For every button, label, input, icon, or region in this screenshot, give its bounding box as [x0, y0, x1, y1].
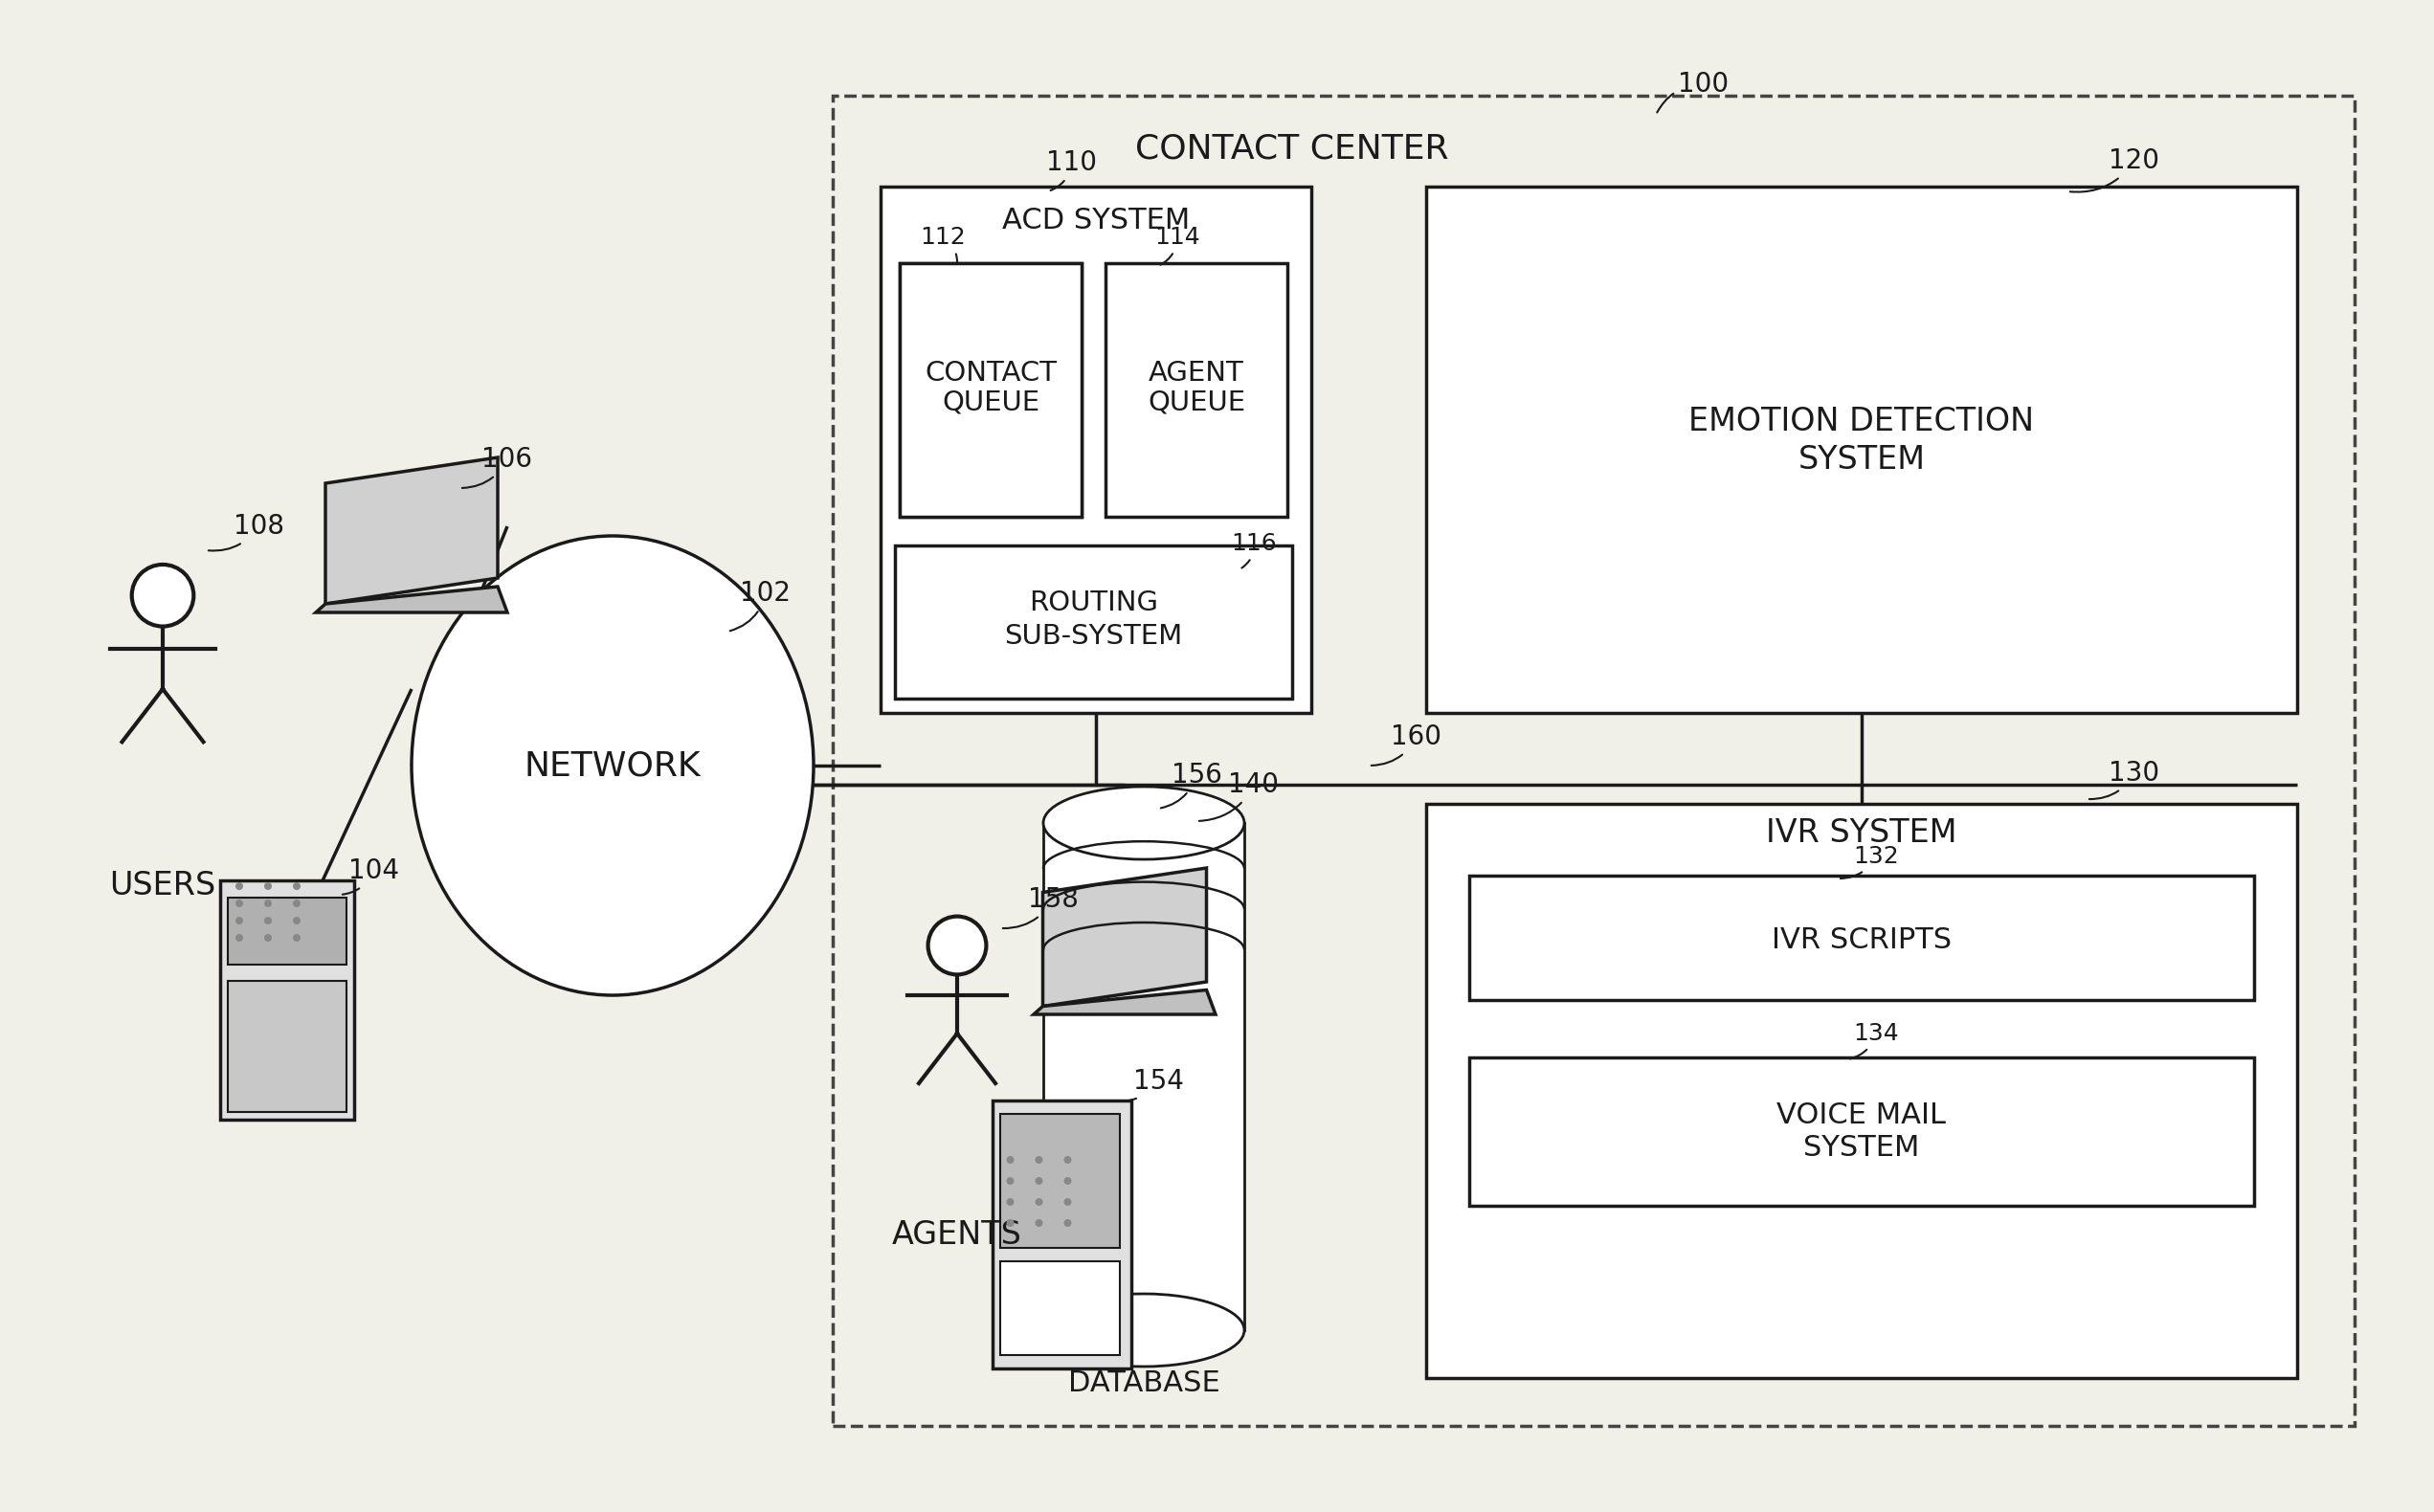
- Circle shape: [1064, 1157, 1071, 1164]
- Bar: [229, 980, 346, 1111]
- Bar: [896, 546, 1292, 699]
- Polygon shape: [316, 587, 506, 612]
- Text: USERS: USERS: [110, 869, 217, 901]
- Bar: [1110, 268, 1290, 520]
- Bar: [908, 271, 1090, 525]
- Circle shape: [927, 916, 986, 975]
- Bar: [1470, 1057, 2254, 1205]
- Circle shape: [1005, 1219, 1015, 1226]
- Circle shape: [265, 916, 273, 924]
- Circle shape: [1034, 1219, 1042, 1226]
- Bar: [832, 95, 2354, 1426]
- Circle shape: [1005, 1176, 1015, 1185]
- Text: IVR SYSTEM: IVR SYSTEM: [1767, 816, 1957, 848]
- Text: CONTACT: CONTACT: [925, 360, 1056, 387]
- Circle shape: [1034, 1157, 1042, 1164]
- Text: IVR SCRIPTS: IVR SCRIPTS: [1772, 925, 1952, 954]
- Text: 120: 120: [2069, 147, 2159, 192]
- Bar: [1470, 875, 2254, 999]
- Circle shape: [1064, 1176, 1071, 1185]
- Bar: [903, 268, 1086, 520]
- Bar: [901, 263, 1081, 517]
- Circle shape: [131, 564, 195, 626]
- Text: 132: 132: [1840, 845, 1899, 878]
- Circle shape: [292, 916, 299, 924]
- Bar: [1044, 823, 1244, 1331]
- Text: 140: 140: [1200, 771, 1280, 821]
- Circle shape: [292, 900, 299, 907]
- Polygon shape: [1034, 990, 1215, 1015]
- Bar: [1112, 271, 1295, 525]
- Bar: [1426, 804, 2298, 1377]
- Text: 108: 108: [209, 513, 285, 550]
- Text: CONTACT CENTER: CONTACT CENTER: [1134, 132, 1448, 165]
- Text: QUEUE: QUEUE: [942, 389, 1039, 416]
- Text: 114: 114: [1154, 225, 1200, 265]
- Text: ROUTING: ROUTING: [1030, 590, 1159, 617]
- Text: 156: 156: [1161, 762, 1222, 807]
- Text: 102: 102: [730, 581, 791, 631]
- Text: AGENTS: AGENTS: [893, 1219, 1022, 1250]
- Circle shape: [265, 900, 273, 907]
- Text: NETWORK: NETWORK: [523, 750, 701, 782]
- Text: 116: 116: [1232, 532, 1278, 569]
- Text: 100: 100: [1658, 71, 1728, 112]
- Circle shape: [1005, 1198, 1015, 1205]
- Text: 112: 112: [920, 225, 966, 263]
- Circle shape: [236, 883, 243, 891]
- Bar: [881, 186, 1312, 714]
- Circle shape: [265, 883, 273, 891]
- Polygon shape: [326, 458, 497, 603]
- Text: 130: 130: [2088, 761, 2159, 800]
- Ellipse shape: [1044, 786, 1244, 859]
- Circle shape: [236, 934, 243, 942]
- Circle shape: [292, 934, 299, 942]
- Text: ACD SYSTEM: ACD SYSTEM: [1003, 206, 1190, 234]
- Bar: [1426, 186, 2298, 714]
- Text: 106: 106: [462, 446, 533, 488]
- Text: SUB-SYSTEM: SUB-SYSTEM: [1005, 623, 1183, 650]
- Bar: [1000, 1261, 1120, 1355]
- Bar: [1105, 263, 1288, 517]
- Text: 154: 154: [1112, 1067, 1183, 1101]
- Circle shape: [236, 900, 243, 907]
- Text: 158: 158: [1003, 886, 1078, 928]
- Circle shape: [1005, 1157, 1015, 1164]
- Bar: [1000, 1114, 1120, 1247]
- Text: 110: 110: [1047, 150, 1098, 191]
- Circle shape: [236, 916, 243, 924]
- Bar: [219, 880, 353, 1120]
- Text: VOICE MAIL: VOICE MAIL: [1777, 1101, 1947, 1129]
- Circle shape: [292, 883, 299, 891]
- Text: 160: 160: [1370, 723, 1441, 765]
- Circle shape: [1034, 1176, 1042, 1185]
- Text: 134: 134: [1850, 1022, 1899, 1058]
- Circle shape: [1034, 1198, 1042, 1205]
- Text: DATABASE: DATABASE: [1069, 1368, 1219, 1397]
- Circle shape: [1064, 1198, 1071, 1205]
- Ellipse shape: [411, 535, 813, 995]
- Bar: [901, 263, 1081, 517]
- Text: QUEUE: QUEUE: [1146, 389, 1246, 416]
- Text: SYSTEM: SYSTEM: [1799, 443, 1925, 475]
- Text: SYSTEM: SYSTEM: [1804, 1134, 1920, 1163]
- Bar: [229, 897, 346, 965]
- Text: 104: 104: [343, 857, 399, 895]
- Polygon shape: [1042, 868, 1207, 1007]
- Bar: [993, 1101, 1132, 1368]
- Text: EMOTION DETECTION: EMOTION DETECTION: [1689, 405, 2035, 437]
- Ellipse shape: [1044, 1294, 1244, 1367]
- Circle shape: [265, 934, 273, 942]
- Text: AGENT: AGENT: [1149, 360, 1244, 387]
- Circle shape: [1064, 1219, 1071, 1226]
